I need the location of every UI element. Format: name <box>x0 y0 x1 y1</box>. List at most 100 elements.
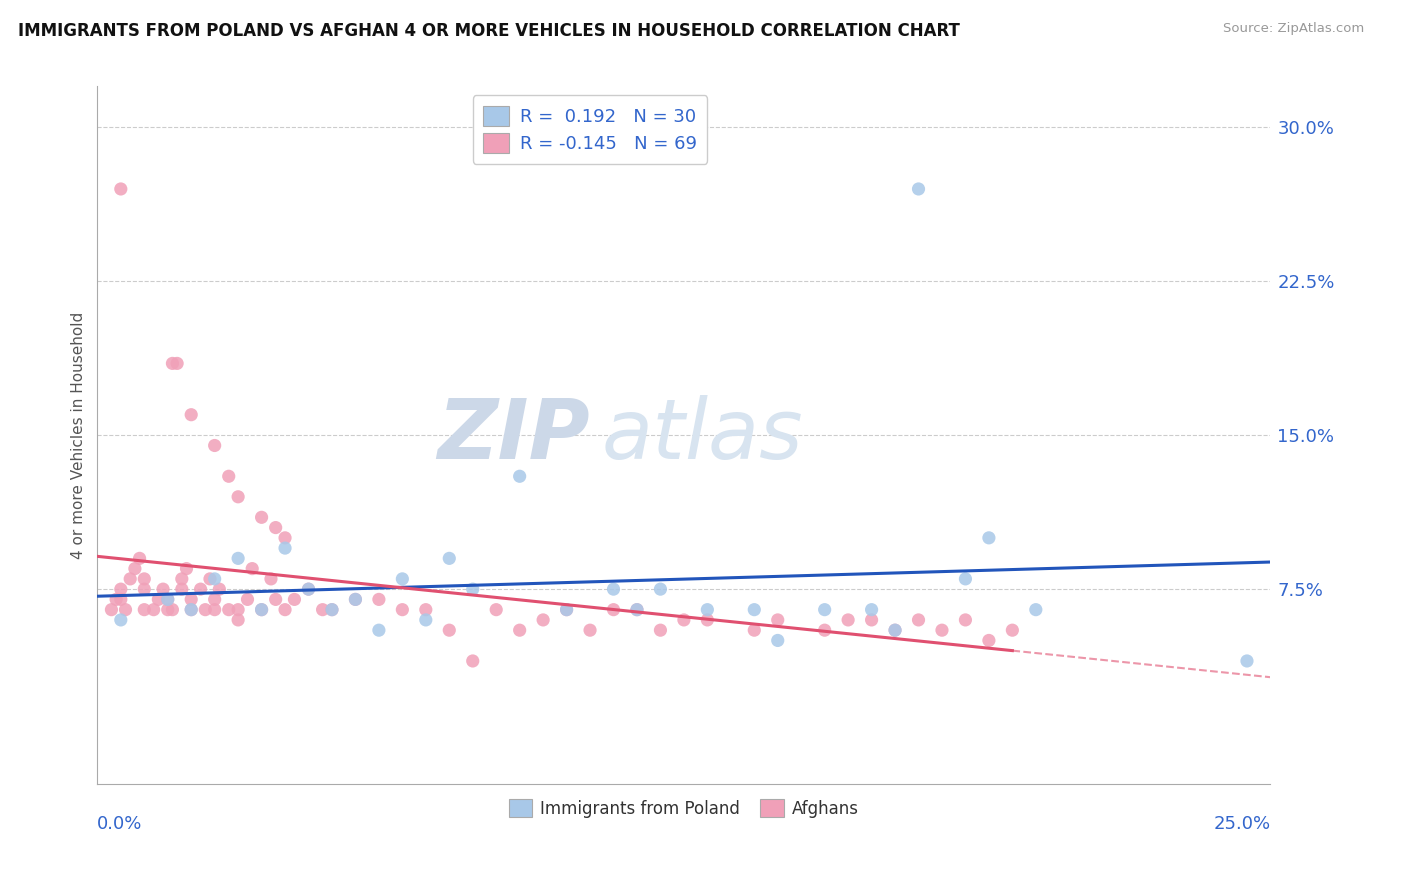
Point <box>461 654 484 668</box>
Point <box>204 438 226 452</box>
Point <box>156 592 179 607</box>
Point <box>250 602 273 616</box>
Point <box>884 623 907 637</box>
Point <box>110 613 132 627</box>
Point <box>297 582 319 596</box>
Point <box>180 408 202 422</box>
Point <box>250 602 273 616</box>
Point <box>766 633 789 648</box>
Point <box>626 602 648 616</box>
Point <box>391 602 413 616</box>
Text: IMMIGRANTS FROM POLAND VS AFGHAN 4 OR MORE VEHICLES IN HOUSEHOLD CORRELATION CHA: IMMIGRANTS FROM POLAND VS AFGHAN 4 OR MO… <box>18 22 960 40</box>
Point <box>170 572 193 586</box>
Point <box>218 469 240 483</box>
Point <box>509 623 531 637</box>
Point <box>120 572 142 586</box>
Point <box>321 602 343 616</box>
Point <box>110 182 132 196</box>
Point <box>766 613 789 627</box>
Point <box>100 602 122 616</box>
Point <box>650 582 672 596</box>
Point <box>170 582 193 596</box>
Point <box>297 582 319 596</box>
Point <box>274 541 297 555</box>
Point <box>226 551 249 566</box>
Point <box>124 561 146 575</box>
Point <box>156 602 179 616</box>
Point <box>860 602 883 616</box>
Point <box>931 623 953 637</box>
Point <box>226 613 249 627</box>
Point <box>274 602 297 616</box>
Point <box>198 572 221 586</box>
Point <box>176 561 198 575</box>
Point <box>110 582 132 596</box>
Text: Source: ZipAtlas.com: Source: ZipAtlas.com <box>1223 22 1364 36</box>
Point <box>531 613 554 627</box>
Text: ZIP: ZIP <box>437 395 591 475</box>
Point <box>190 582 212 596</box>
Point <box>579 623 602 637</box>
Point <box>1001 623 1024 637</box>
Y-axis label: 4 or more Vehicles in Household: 4 or more Vehicles in Household <box>72 311 86 559</box>
Point <box>461 582 484 596</box>
Point <box>602 602 624 616</box>
Point <box>344 592 367 607</box>
Point <box>226 602 249 616</box>
Point <box>696 602 718 616</box>
Point <box>152 582 174 596</box>
Point <box>321 602 343 616</box>
Point <box>260 572 283 586</box>
Point <box>391 572 413 586</box>
Point <box>696 613 718 627</box>
Point <box>344 592 367 607</box>
Point <box>194 602 217 616</box>
Point <box>367 592 389 607</box>
Point <box>240 561 263 575</box>
Point <box>226 490 249 504</box>
Point <box>955 572 977 586</box>
Point <box>509 469 531 483</box>
Point <box>110 592 132 607</box>
Point <box>142 602 165 616</box>
Point <box>907 613 929 627</box>
Point <box>114 602 136 616</box>
Point <box>274 531 297 545</box>
Point <box>134 602 156 616</box>
Point <box>134 582 156 596</box>
Point <box>555 602 578 616</box>
Text: 25.0%: 25.0% <box>1213 815 1271 833</box>
Point <box>283 592 305 607</box>
Point <box>204 592 226 607</box>
Point <box>907 182 929 196</box>
Point <box>650 623 672 637</box>
Point <box>156 592 179 607</box>
Point <box>439 623 461 637</box>
Point <box>977 633 1000 648</box>
Point <box>367 623 389 637</box>
Point <box>415 613 437 627</box>
Point <box>672 613 695 627</box>
Point <box>162 602 184 616</box>
Legend: Immigrants from Poland, Afghans: Immigrants from Poland, Afghans <box>502 793 866 824</box>
Point <box>884 623 907 637</box>
Point <box>166 356 188 370</box>
Point <box>485 602 508 616</box>
Point <box>204 602 226 616</box>
Point <box>626 602 648 616</box>
Text: 0.0%: 0.0% <box>97 815 143 833</box>
Point <box>208 582 231 596</box>
Point <box>311 602 333 616</box>
Point <box>1025 602 1047 616</box>
Point <box>236 592 259 607</box>
Point <box>977 531 1000 545</box>
Point <box>134 572 156 586</box>
Point <box>162 356 184 370</box>
Point <box>105 592 128 607</box>
Point <box>204 572 226 586</box>
Point <box>180 592 202 607</box>
Point <box>180 602 202 616</box>
Point <box>264 592 287 607</box>
Point <box>602 582 624 596</box>
Point <box>555 602 578 616</box>
